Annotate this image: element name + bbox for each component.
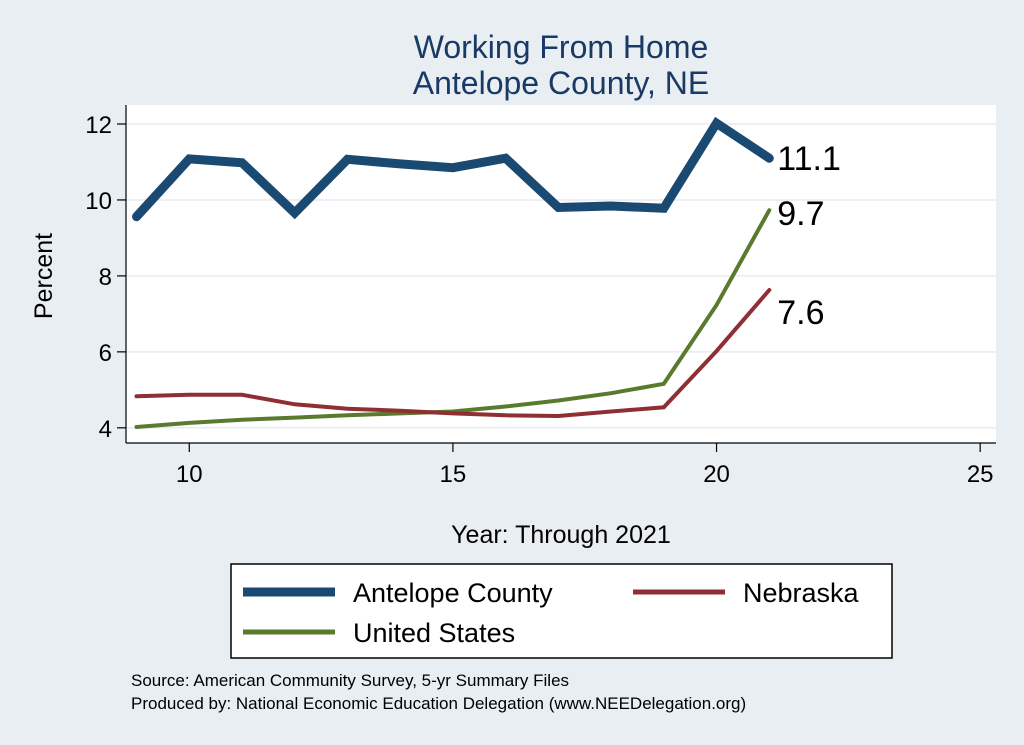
- y-tick-label-10: 10: [85, 188, 112, 215]
- legend-label-antelope-county: Antelope County: [353, 578, 553, 608]
- axes: 4 6 8 10 12 10 15 20 25: [85, 105, 996, 488]
- legend: Antelope County Nebraska United States: [230, 563, 893, 659]
- y-tick-label-8: 8: [99, 264, 112, 291]
- chart-title-line-1: Working From Home: [414, 29, 709, 65]
- x-axis-label: Year: Through 2021: [451, 521, 671, 549]
- legend-label-united-states: United States: [353, 618, 515, 648]
- legend-label-nebraska: Nebraska: [743, 578, 860, 608]
- y-tick-label-12: 12: [85, 112, 112, 139]
- end-label-nebraska: 7.6: [777, 294, 824, 332]
- series-line-antelope-county: [132, 116, 774, 222]
- producer-note: Produced by: National Economic Education…: [131, 694, 746, 713]
- end-label-antelope-county: 11.1: [777, 140, 841, 178]
- y-tick-label-4: 4: [99, 416, 112, 443]
- end-labels: 9.7 7.6 11.1: [777, 140, 841, 332]
- x-tick-label-15: 15: [440, 461, 467, 488]
- source-note: Source: American Community Survey, 5-yr …: [131, 671, 569, 690]
- end-label-united-states: 9.7: [777, 195, 824, 233]
- series-lines: [132, 116, 774, 429]
- x-tick-label-25: 25: [967, 461, 994, 488]
- x-tick-label-10: 10: [176, 461, 203, 488]
- legend-box: [230, 563, 893, 659]
- y-tick-label-6: 6: [99, 340, 112, 367]
- chart-title-line-2: Antelope County, NE: [413, 65, 709, 101]
- plot-area: [126, 105, 996, 443]
- y-axis-label: Percent: [30, 233, 58, 319]
- x-tick-label-20: 20: [703, 461, 730, 488]
- series-line-nebraska: [134, 288, 772, 419]
- gridlines: [126, 123, 996, 429]
